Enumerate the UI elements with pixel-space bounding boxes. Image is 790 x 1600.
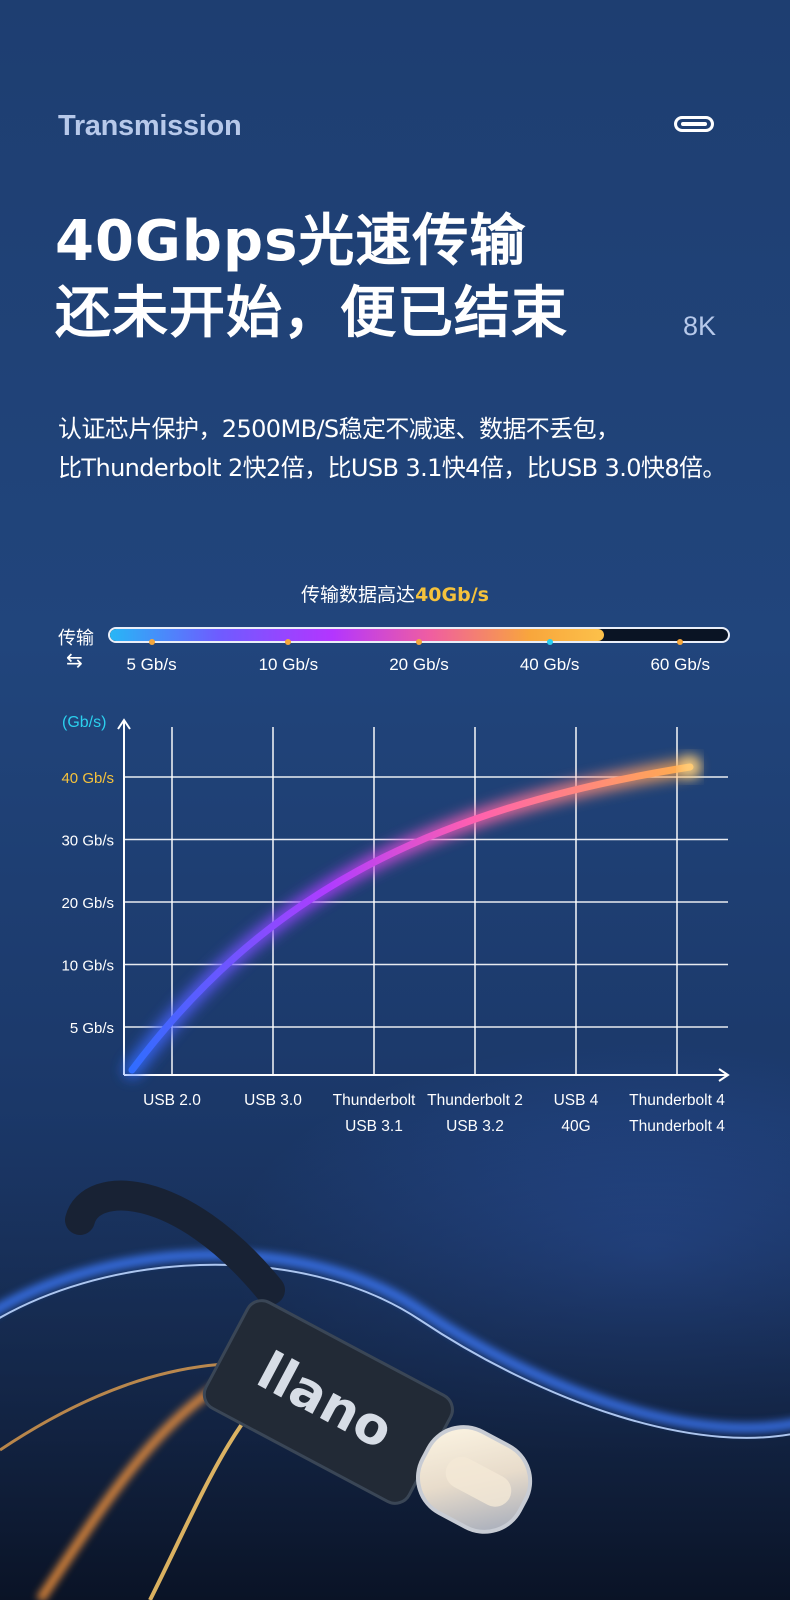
usb-c-port-icon: [674, 116, 714, 132]
headline: 40Gbps光速传输 还未开始，便已结束: [55, 206, 568, 350]
speed-bar-tick-label: 40 Gb/s: [519, 655, 580, 674]
y-tick-label: 30 Gb/s: [61, 833, 114, 850]
x-category-label: USB 3.0: [244, 1092, 302, 1109]
series-end-spark: [680, 757, 700, 777]
speed-comparison-chart: (Gb/s) 5 Gb/s 10 Gb/s 20 Gb/s 30 Gb/s 40 Gb/s…: [61, 714, 730, 1135]
y-axis-label: (Gb/s): [62, 714, 106, 731]
swap-arrows-icon: ⇆: [66, 648, 83, 672]
x-category-label: USB 4: [554, 1092, 599, 1109]
description-line-2: 比Thunderbolt 2快2倍，比USB 3.1快4倍，比USB 3.0快8…: [58, 454, 726, 482]
x-category-label: USB 2.0: [143, 1092, 201, 1109]
speed-bar-tick-dot: [677, 639, 684, 645]
series-line-glow: [124, 759, 698, 1078]
speed-bar-tick-label: 10 Gb/s: [258, 655, 319, 674]
y-axis-arrow-icon: [117, 718, 131, 730]
speed-title-prefix: 传输数据高达: [301, 584, 416, 606]
speed-bar-tick-dot: [148, 639, 155, 645]
cable-illustration: llano: [0, 1120, 790, 1600]
y-tick-label: 10 Gb/s: [61, 958, 114, 975]
chart-series: [124, 757, 700, 1078]
description: 认证芯片保护，2500MB/S稳定不减速、数据不丢包， 比Thunderbolt…: [58, 410, 726, 488]
x-category-label: Thunderbolt 2: [427, 1092, 523, 1109]
speed-bar-tick-dot: [416, 639, 422, 645]
y-tick-label: 40 Gb/s: [61, 770, 114, 787]
section-label: Transmission: [58, 110, 242, 142]
x-category-label: Thunderbolt 4: [629, 1092, 725, 1109]
light-trail-blue-core: [0, 1263, 790, 1439]
x-category-label: Thunderbolt: [333, 1092, 416, 1109]
speed-title: 传输数据高达40Gb/s: [0, 580, 790, 607]
speed-bar-tick-label: 5 Gb/s: [126, 655, 177, 674]
chart-labels: (Gb/s) 5 Gb/s 10 Gb/s 20 Gb/s 30 Gb/s 40 Gb/s…: [61, 714, 725, 1135]
headline-line-2: 还未开始，便已结束: [55, 281, 568, 346]
speed-bar-tick-dot: [285, 639, 292, 645]
headline-line-1: 40Gbps光速传输: [55, 209, 527, 274]
x-axis-arrow-icon: [718, 1068, 730, 1082]
chart-axes: [117, 718, 730, 1082]
y-tick-label: 20 Gb/s: [61, 895, 114, 912]
description-line-1: 认证芯片保护，2500MB/S稳定不减速、数据不丢包，: [58, 415, 620, 443]
speed-bar-fill: [110, 629, 605, 641]
speed-bar-tick-dot: [546, 639, 553, 645]
y-tick-label: 5 Gb/s: [70, 1020, 114, 1037]
resolution-badge: 8K: [683, 311, 717, 341]
speed-bar-tick-label: 20 Gb/s: [389, 655, 449, 674]
light-trail-blue: [0, 1249, 790, 1433]
series-line: [128, 763, 694, 1074]
speed-bar-tick-label: 60 Gb/s: [650, 655, 711, 674]
speed-bar-label: 传输: [58, 628, 94, 649]
speed-title-highlight: 40Gb/s: [415, 584, 489, 606]
connector-housing: llano: [202, 1299, 533, 1534]
cable: [65, 1180, 285, 1305]
